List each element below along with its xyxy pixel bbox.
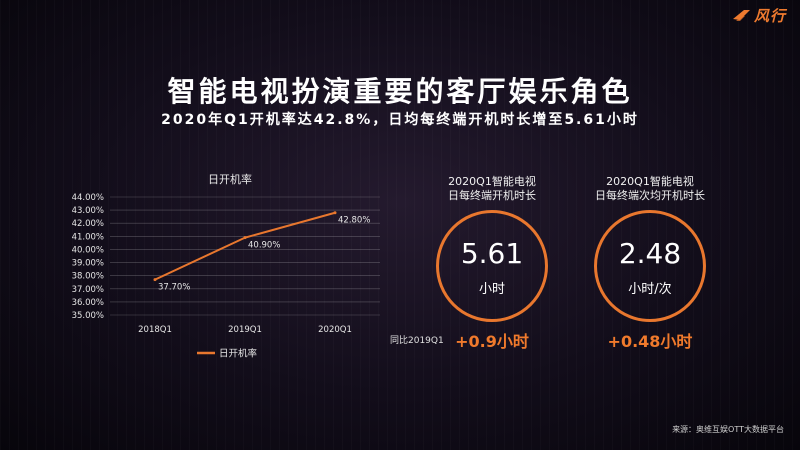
brand-logo-text: 风行	[753, 6, 786, 25]
y-tick-label: 35.00%	[72, 311, 104, 321]
y-tick-label: 44.00%	[72, 193, 104, 203]
y-tick-label: 41.00%	[72, 232, 104, 242]
stat-1-delta: +0.9小时	[455, 332, 529, 351]
y-tick-label: 37.00%	[72, 285, 104, 295]
line-chart: 35.00% 36.00% 37.00% 38.00% 39.00% 40.00% 41.0…	[72, 193, 380, 360]
source-note: 来源：奥维互娱OTT大数据平台	[672, 425, 784, 434]
stat-2-circle: 2.48 小时/次	[594, 210, 706, 322]
stat-1-title: 2020Q1智能电视 日每终端开机时长	[422, 175, 562, 203]
series-line	[154, 211, 336, 281]
stat-2-unit: 小时/次	[628, 282, 672, 297]
y-tick-label: 36.00%	[72, 298, 104, 308]
stat-2-title-line1: 2020Q1智能电视	[606, 175, 694, 188]
yoy-label: 同比2019Q1	[390, 336, 444, 346]
data-label: 42.80%	[338, 216, 370, 226]
x-tick-label: 2020Q1	[318, 325, 352, 335]
brand-logo: 风行	[732, 4, 786, 26]
x-tick-label: 2019Q1	[228, 325, 262, 335]
stat-1-circle: 5.61 小时	[436, 210, 548, 322]
stat-1-title-line2: 日每终端开机时长	[448, 189, 536, 202]
y-tick-label: 39.00%	[72, 259, 104, 269]
brand-mark-icon	[732, 10, 750, 21]
data-point	[243, 236, 247, 240]
legend-label: 日开机率	[219, 348, 258, 360]
y-tick-label: 42.00%	[72, 219, 104, 229]
stat-2-title: 2020Q1智能电视 日每终端次均开机时长	[580, 175, 720, 203]
y-tick-label: 38.00%	[72, 272, 104, 282]
page-title: 智能电视扮演重要的客厅娱乐角色	[167, 75, 633, 108]
y-tick-label: 43.00%	[72, 206, 104, 216]
stat-1-value: 5.61	[460, 237, 524, 270]
data-label: 40.90%	[248, 241, 280, 251]
data-point	[333, 211, 337, 215]
chart-title: 日开机率	[208, 173, 252, 186]
stat-2-value: 2.48	[618, 237, 682, 270]
stat-1-title-line1: 2020Q1智能电视	[448, 175, 536, 188]
y-tick-label: 40.00%	[72, 245, 104, 255]
stat-1-unit: 小时	[478, 282, 505, 297]
x-tick-label: 2018Q1	[138, 325, 172, 335]
data-label: 37.70%	[158, 283, 190, 293]
stat-2-title-line2: 日每终端次均开机时长	[595, 189, 705, 202]
stat-2-delta: +0.48小时	[607, 332, 693, 351]
data-point	[153, 278, 157, 282]
page-subtitle: 2020年Q1开机率达42.8%，日均每终端开机时长增至5.61小时	[161, 112, 639, 128]
